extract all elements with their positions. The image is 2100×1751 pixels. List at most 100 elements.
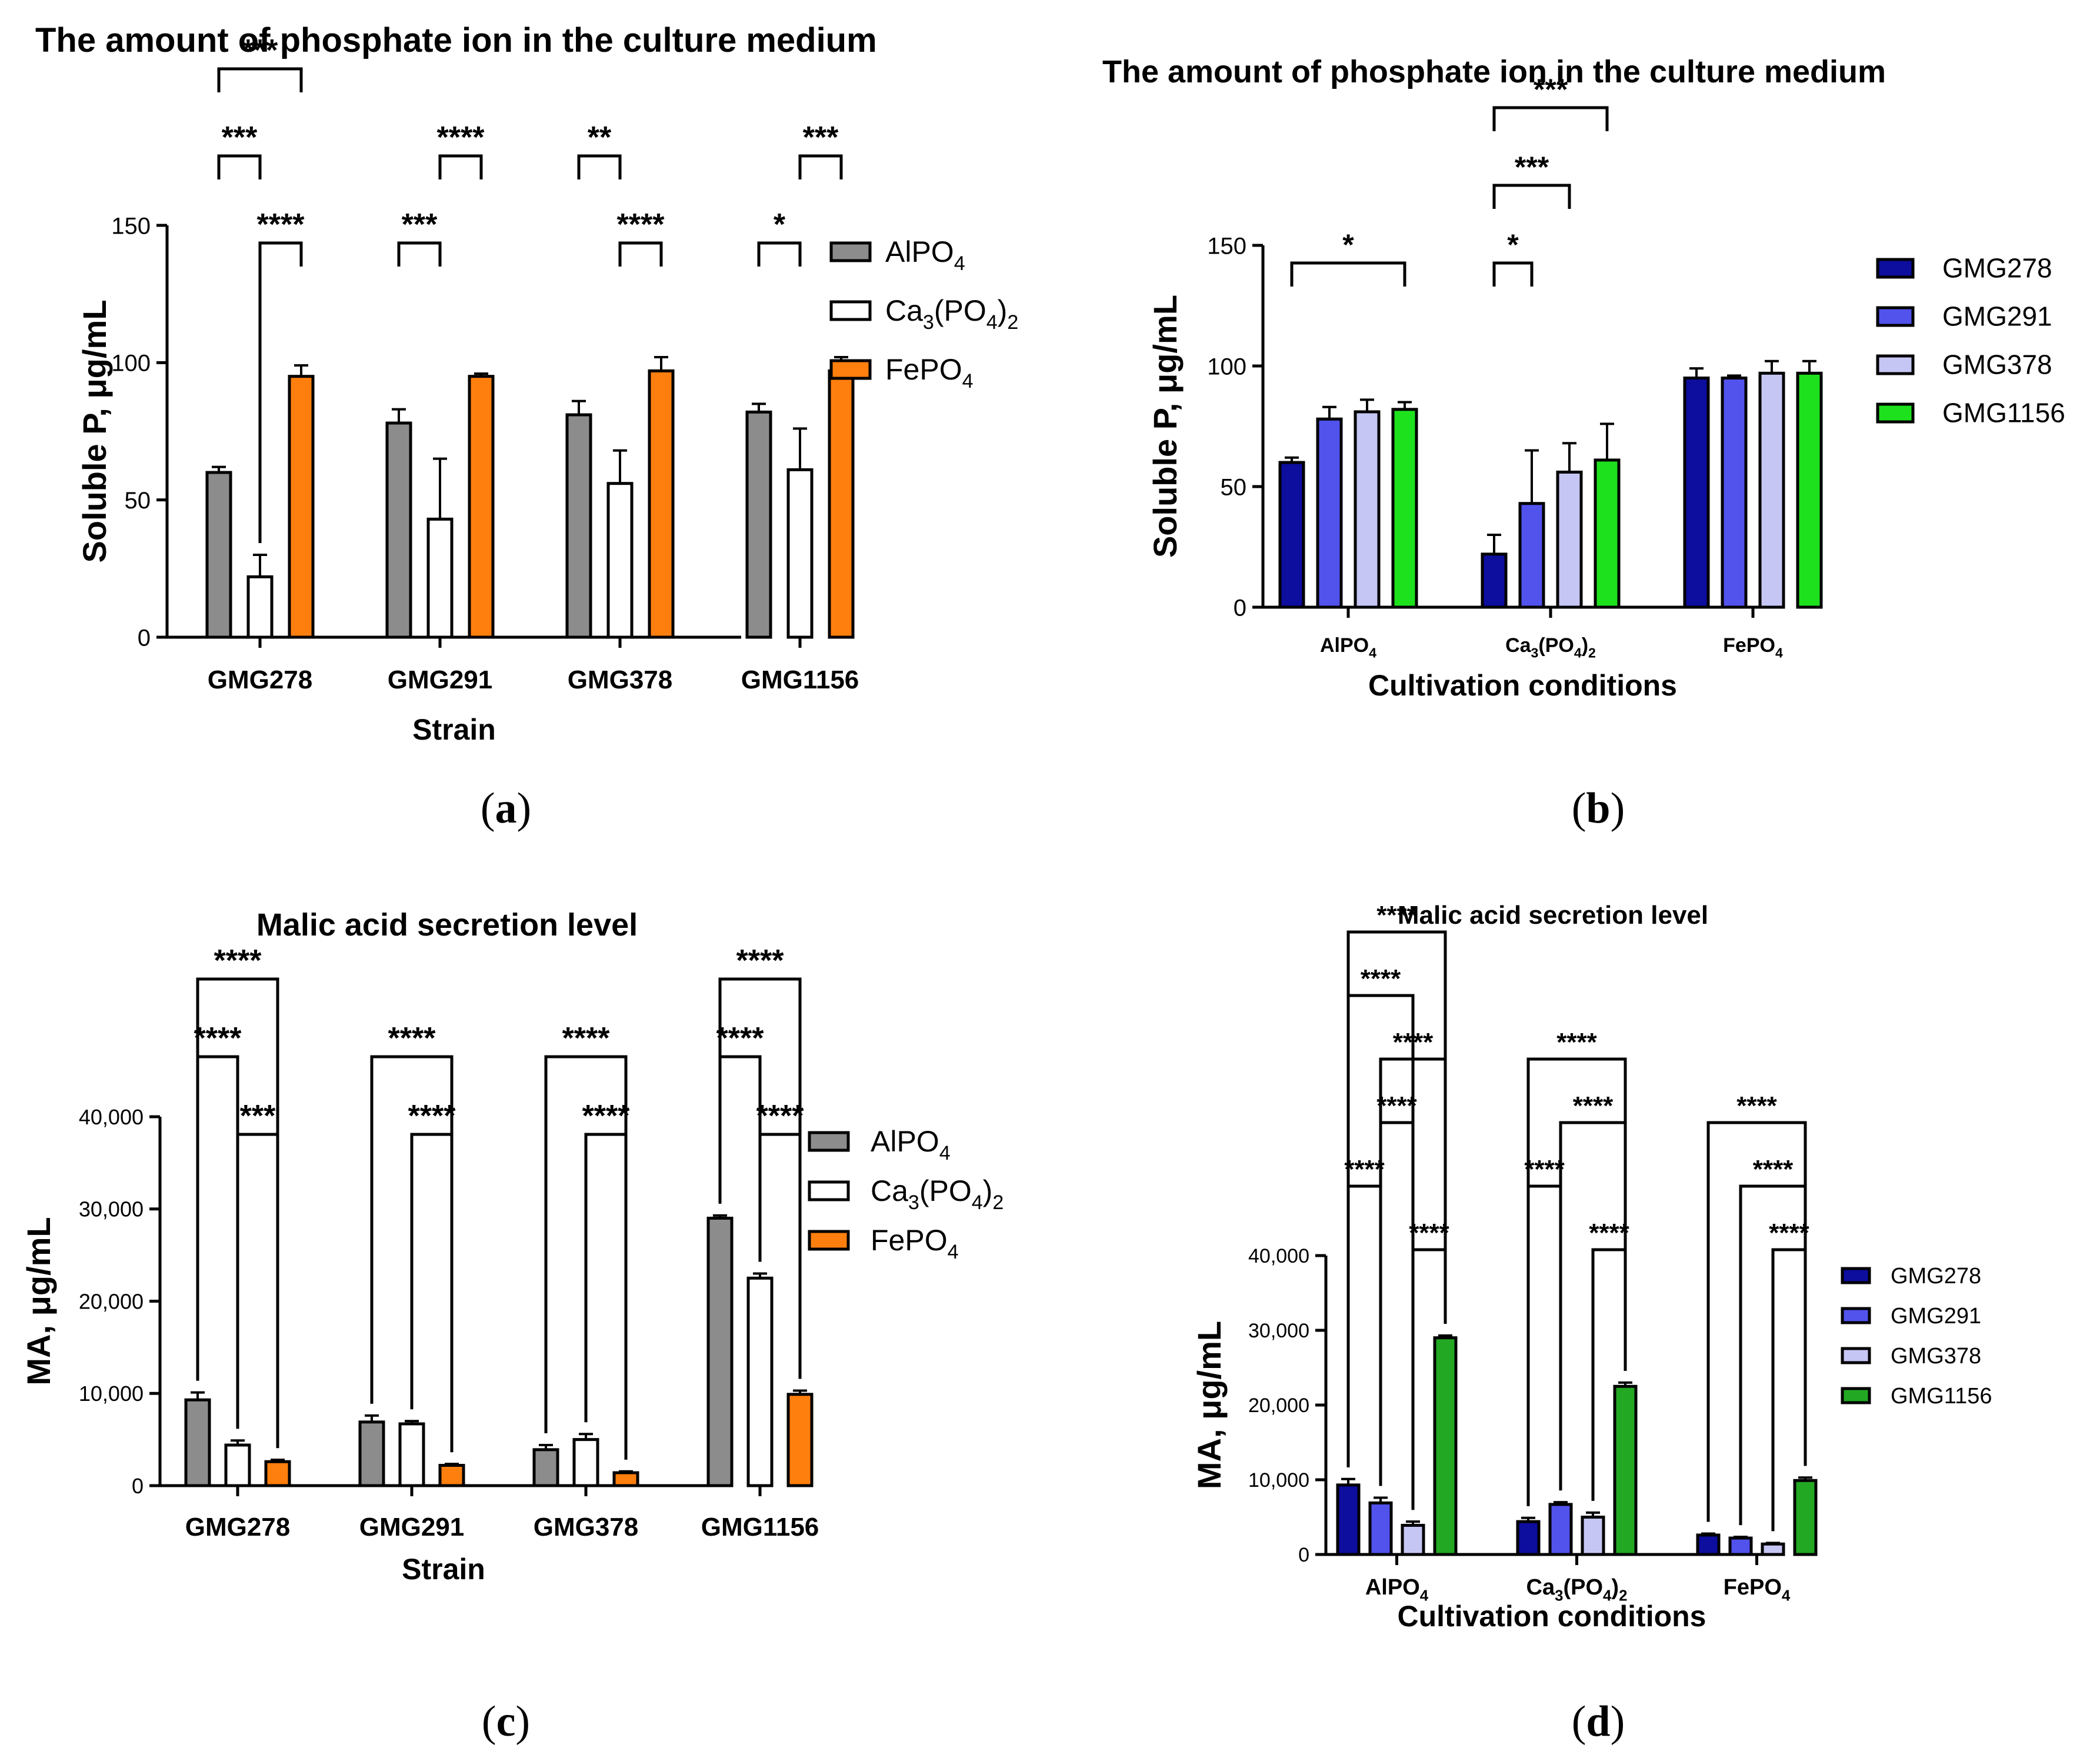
bar-c-s2-c3	[786, 1393, 814, 1487]
x-tick-label: GMG291	[359, 1513, 465, 1542]
legend-label: GMG378	[1942, 349, 2052, 380]
legend-label: FePO4	[871, 1224, 959, 1263]
bar-a-s1-c3	[786, 468, 814, 639]
legend-label-name: AlPO	[885, 235, 954, 268]
panel-letter: (c)	[482, 1697, 530, 1746]
chart-panel-a: The amount of phosphate ion in the cultu…	[35, 21, 1018, 833]
y-tick-label: 0	[1298, 1544, 1309, 1566]
x-tick-label-sub2: 4	[1603, 1588, 1612, 1604]
significance-bracket	[1492, 261, 1534, 287]
significance-stars: ****	[736, 944, 785, 978]
legend-label: GMG1156	[1891, 1384, 1992, 1409]
y-tick-label: 10,000	[79, 1382, 144, 1406]
bar-b-s1-c2	[1721, 377, 1748, 609]
x-tick-label-name: AlPO	[1320, 634, 1369, 657]
legend-swatch	[829, 359, 872, 380]
bar-d-s3-c0	[1433, 1336, 1458, 1556]
y-tick-label: 20,000	[1248, 1394, 1309, 1417]
significance-stars: ****	[617, 208, 665, 242]
x-tick-label: GMG378	[568, 665, 673, 694]
legend-label-sub: 4	[962, 370, 974, 392]
panel-letter-text: c	[496, 1697, 516, 1746]
legend-label: GMG291	[1891, 1304, 1981, 1329]
significance-stars: ****	[1393, 1028, 1434, 1057]
significance-stars: *	[1507, 228, 1519, 261]
significance-stars: ****	[1556, 1028, 1597, 1057]
x-tick-label: Ca3(PO4)2	[1526, 1575, 1628, 1604]
significance-bracket	[1492, 106, 1609, 131]
x-tick-label: GMG278	[185, 1513, 291, 1542]
bar-b-s3-c0	[1391, 408, 1418, 609]
legend-label: AlPO4	[885, 235, 965, 275]
bar-a-s1-c1	[426, 517, 454, 639]
significance-bracket	[1290, 261, 1406, 287]
y-tick-label: 10,000	[1248, 1469, 1309, 1492]
bar-c-s1-c2	[572, 1438, 599, 1487]
legend-label: GMG278	[1942, 253, 2052, 284]
significance-bracket	[1526, 1184, 1562, 1506]
bar-b-s3-c1	[1594, 458, 1621, 609]
bar-b-s0-c0	[1278, 461, 1305, 609]
significance-stars: ****	[1376, 1091, 1417, 1120]
y-tick-label: 50	[1221, 474, 1247, 500]
y-tick-label: 100	[1207, 354, 1246, 380]
significance-bracket	[758, 1133, 802, 1379]
significance-stars: ***	[222, 121, 258, 155]
legend-swatch	[829, 241, 872, 262]
significance-bracket	[618, 241, 663, 267]
bar-d-s1-c1	[1548, 1503, 1573, 1556]
bar-c-s2-c0	[264, 1460, 291, 1487]
y-tick-label: 100	[111, 351, 151, 377]
bar-d-s3-c2	[1793, 1479, 1818, 1556]
significance-bracket	[1346, 930, 1447, 1467]
significance-bracket	[258, 241, 303, 543]
significance-stars: ***	[240, 1099, 276, 1133]
significance-stars: ****	[1573, 1091, 1614, 1120]
x-tick-label-name-mid: (PO	[1538, 634, 1574, 657]
significance-stars: ****	[582, 1099, 631, 1133]
chart-title: Malic acid secretion level	[256, 907, 638, 943]
panel-letter-close: )	[517, 784, 532, 833]
x-tick-label: AlPO4	[1320, 634, 1376, 661]
significance-bracket	[798, 154, 843, 179]
panel-letter-text: a	[495, 784, 517, 833]
bar-d-s1-c0	[1368, 1501, 1393, 1556]
significance-bracket	[757, 241, 802, 267]
significance-bracket	[1526, 1057, 1627, 1506]
significance-stars: ***	[803, 121, 839, 155]
x-tick-label: AlPO4	[1365, 1575, 1429, 1604]
bar-d-s0-c2	[1696, 1533, 1721, 1556]
x-tick-label-sub3: 2	[1619, 1588, 1627, 1604]
bar-b-s2-c1	[1556, 470, 1583, 609]
x-tick-label-sub: 4	[1369, 645, 1376, 661]
legend-swatch	[808, 1131, 850, 1152]
significance-bracket	[1492, 184, 1571, 209]
legend-swatch	[1841, 1387, 1871, 1404]
x-tick-label: Ca3(PO4)2	[1505, 634, 1596, 661]
significance-bracket	[1411, 1248, 1447, 1510]
legend-label: AlPO4	[871, 1125, 951, 1164]
legend-label-sub3: 2	[992, 1191, 1004, 1214]
legend-label: GMG291	[1942, 301, 2052, 332]
y-tick-label: 50	[125, 488, 151, 514]
significance-bracket	[397, 241, 442, 267]
legend-label: Ca3(PO4)2	[871, 1174, 1004, 1214]
legend-label-name: AlPO	[871, 1125, 939, 1158]
panel-letter: (b)	[1572, 784, 1625, 833]
significance-stars: ****	[437, 121, 485, 155]
bar-b-s1-c1	[1518, 502, 1545, 609]
bar-d-s3-c1	[1613, 1384, 1638, 1556]
panel-letter-text: b	[1586, 784, 1610, 833]
legend-label: GMG278	[1891, 1264, 1981, 1289]
x-tick-label-sub: 4	[1782, 1588, 1791, 1604]
x-tick-label-sub: 3	[1531, 645, 1539, 661]
x-tick-label: GMG1156	[741, 665, 859, 694]
x-tick-label: GMG378	[534, 1513, 639, 1542]
significance-stars: ****	[1736, 1091, 1777, 1120]
x-tick-label-name-mid: (PO	[1563, 1575, 1603, 1600]
panel-letter-open: (	[481, 784, 495, 833]
legend-swatch	[1876, 354, 1915, 375]
bar-d-s0-c0	[1336, 1483, 1361, 1556]
panel-letter: (d)	[1572, 1697, 1625, 1746]
